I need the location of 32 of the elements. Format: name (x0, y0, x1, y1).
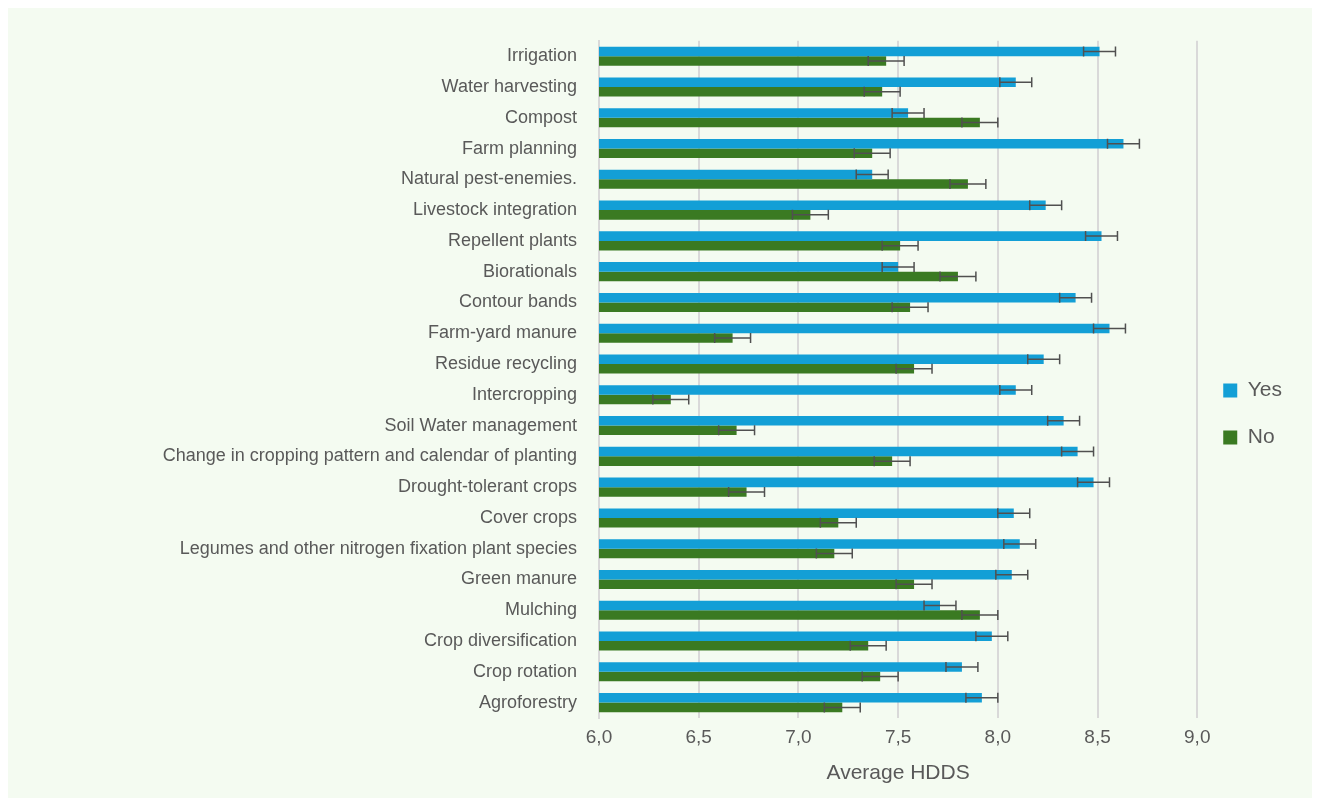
y-tick-label: Crop rotation (472, 660, 577, 681)
y-tick-label: Change in cropping pattern and calendar of planting (162, 445, 577, 466)
y-tick-label: Drought-tolerant crops (397, 476, 577, 497)
y-tick-label: Farm-yard manure (427, 322, 577, 343)
x-tick-label: 7,5 (884, 725, 912, 747)
y-tick-label: Legumes and other nitrogen fixation plant species (179, 537, 577, 558)
y-tick-label: Cover crops (479, 506, 577, 527)
x-axis-title: Average HDDS (826, 760, 970, 784)
x-tick-label: 8,0 (984, 725, 1012, 747)
x-tick-label: 7,0 (785, 725, 812, 747)
legend-label: Yes (1247, 377, 1283, 401)
y-tick-label: Intercropping (471, 383, 577, 404)
y-tick-label: Crop diversification (423, 630, 577, 651)
y-tick-label: Contour bands (458, 291, 577, 312)
y-tick-label: Repellent plants (447, 229, 577, 250)
x-tick-label: 6,0 (585, 725, 613, 747)
legend-label: No (1247, 424, 1275, 448)
x-tick-label: 6,5 (685, 725, 712, 747)
y-tick-label: Natural pest-enemies. (400, 168, 577, 189)
y-tick-label: Biorationals (482, 260, 577, 281)
x-tick-label: 9,0 (1184, 725, 1211, 747)
y-tick-label: Irrigation (506, 45, 577, 66)
y-tick-label: Mulching (504, 599, 577, 620)
y-tick-label: Compost (504, 106, 577, 127)
y-tick-label: Agroforestry (478, 691, 577, 712)
y-tick-label: Green manure (460, 568, 577, 589)
y-tick-label: Livestock integration (412, 199, 577, 220)
y-tick-label: Soil Water management (384, 414, 577, 435)
y-tick-label: Residue recycling (434, 352, 577, 373)
y-tick-label: Water harvesting (441, 75, 577, 96)
x-tick-label: 8,5 (1084, 725, 1111, 747)
y-tick-label: Farm planning (461, 137, 577, 158)
